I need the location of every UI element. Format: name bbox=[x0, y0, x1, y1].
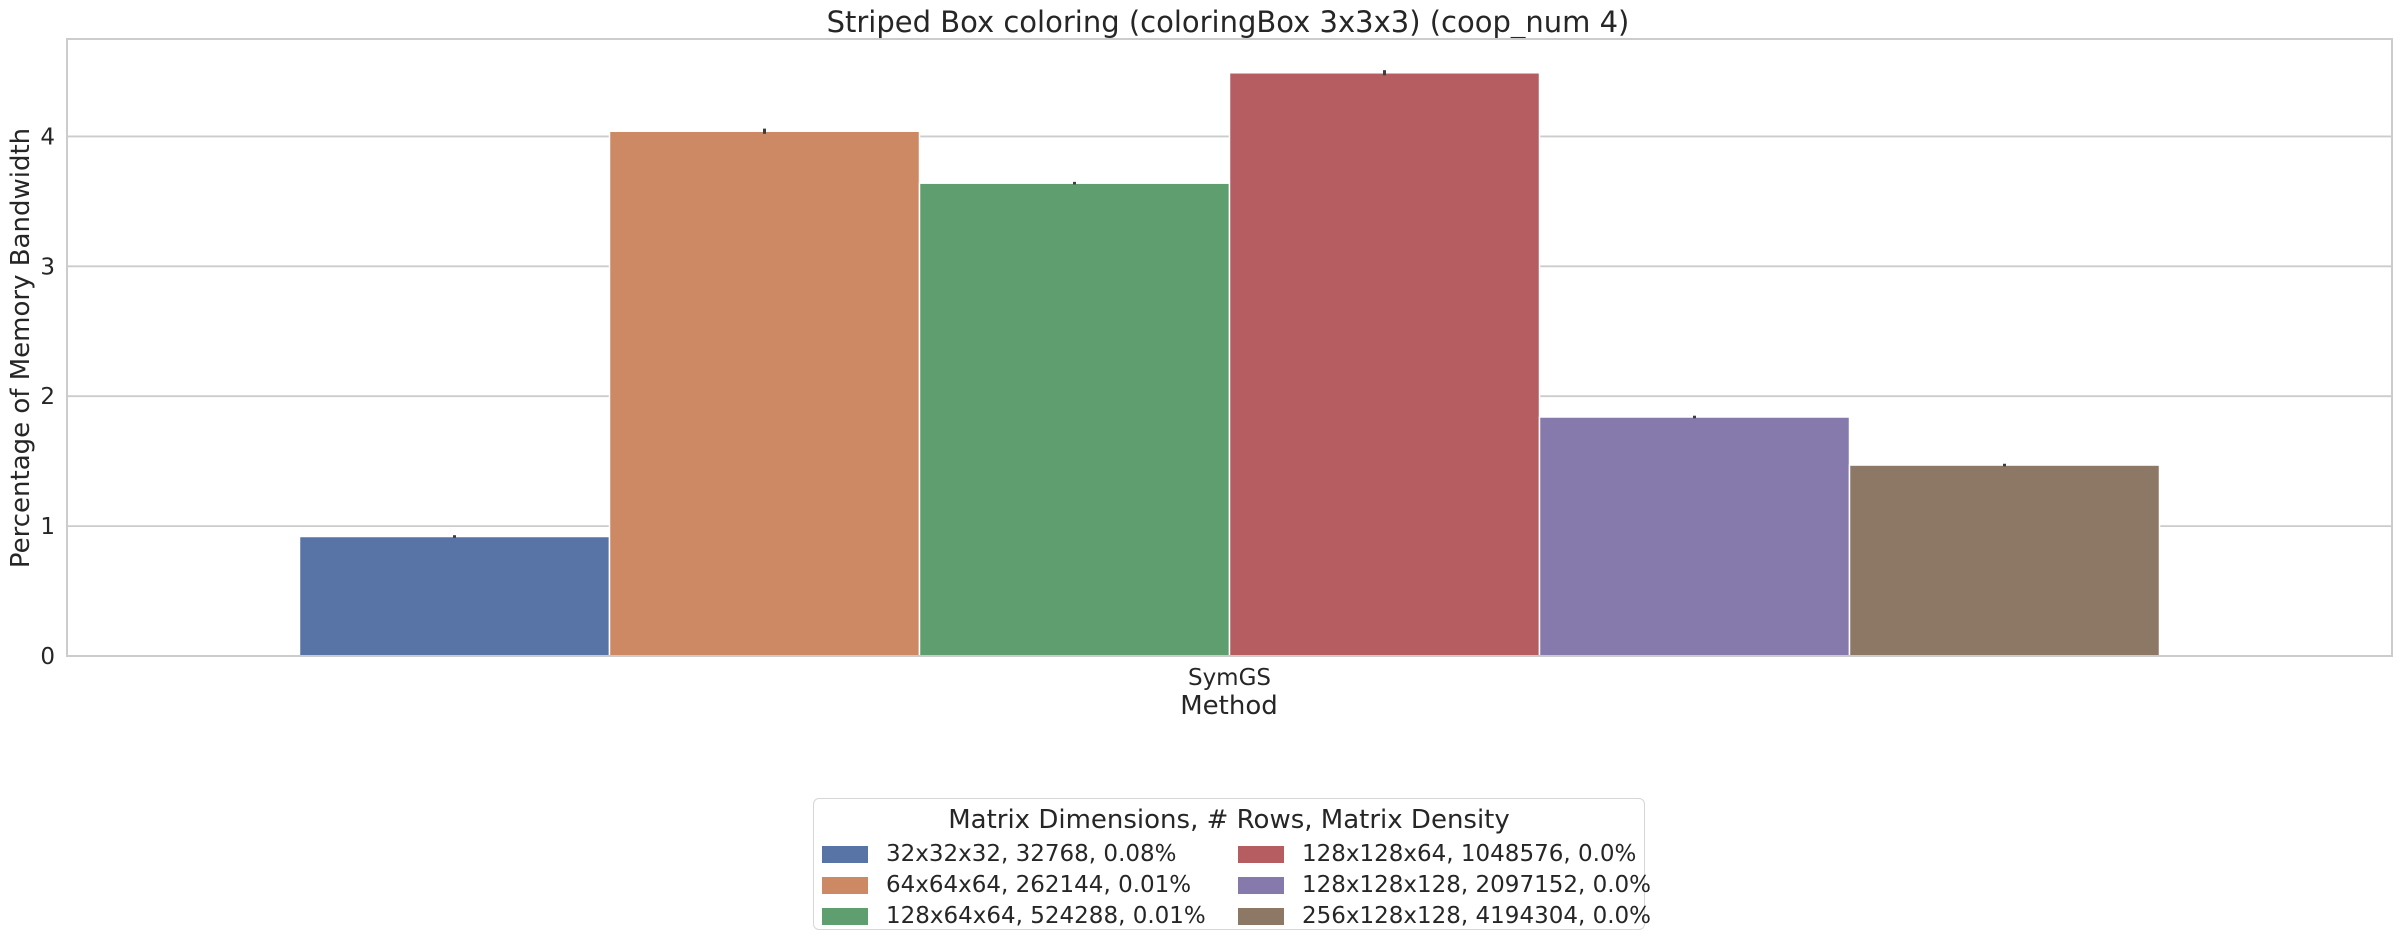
y-tick-label: 4 bbox=[40, 124, 55, 150]
legend-item: 64x64x64, 262144, 0.01% bbox=[822, 871, 1191, 899]
legend-swatch bbox=[822, 845, 868, 863]
bar bbox=[1848, 464, 2161, 657]
legend-label: 32x32x32, 32768, 0.08% bbox=[886, 841, 1177, 867]
legend-label: 256x128x128, 4194304, 0.0% bbox=[1302, 903, 1652, 929]
y-tick-labels: 0 1 2 3 4 bbox=[40, 124, 55, 670]
legend-swatch bbox=[822, 876, 868, 894]
legend-label: 64x64x64, 262144, 0.01% bbox=[886, 872, 1192, 898]
legend-label: 128x128x128, 2097152, 0.0% bbox=[1302, 872, 1652, 898]
y-tick-label: 2 bbox=[40, 384, 55, 410]
legend-swatch bbox=[1238, 876, 1284, 894]
x-tick-labels: SymGS bbox=[1188, 665, 1271, 691]
x-tick-label: SymGS bbox=[1188, 665, 1271, 691]
y-tick-label: 3 bbox=[40, 254, 55, 280]
chart-title: Striped Box coloring (coloringBox 3x3x3)… bbox=[827, 5, 1630, 39]
legend-label: 128x64x64, 524288, 0.01% bbox=[886, 903, 1206, 929]
bars bbox=[298, 72, 2161, 657]
legend-item: 128x64x64, 524288, 0.01% bbox=[822, 902, 1206, 930]
error-bars bbox=[453, 70, 2006, 538]
plot-frame bbox=[66, 38, 2393, 657]
legend-item: 128x128x64, 1048576, 0.0% bbox=[1238, 840, 1636, 868]
bar bbox=[1538, 416, 1851, 657]
legend-swatch bbox=[822, 907, 868, 925]
legend-title: Matrix Dimensions, # Rows, Matrix Densit… bbox=[948, 805, 1510, 835]
bar bbox=[1228, 72, 1541, 657]
bar bbox=[918, 182, 1231, 657]
x-axis-label: Method bbox=[1180, 691, 1278, 721]
legend-swatch bbox=[1238, 845, 1284, 863]
y-tick-label: 1 bbox=[40, 514, 55, 540]
legend-item: 32x32x32, 32768, 0.08% bbox=[822, 840, 1177, 868]
y-tick-label: 0 bbox=[40, 644, 55, 670]
y-axis-label: Percentage of Memory Bandwidth bbox=[6, 128, 36, 568]
legend-label: 128x128x64, 1048576, 0.0% bbox=[1302, 841, 1637, 867]
legend-item: 256x128x128, 4194304, 0.0% bbox=[1238, 902, 1651, 930]
legend-item: 128x128x128, 2097152, 0.0% bbox=[1238, 871, 1651, 899]
bar bbox=[298, 535, 611, 657]
bar bbox=[608, 130, 921, 657]
legend: Matrix Dimensions, # Rows, Matrix Densit… bbox=[813, 798, 1651, 930]
legend-swatch bbox=[1238, 907, 1284, 925]
